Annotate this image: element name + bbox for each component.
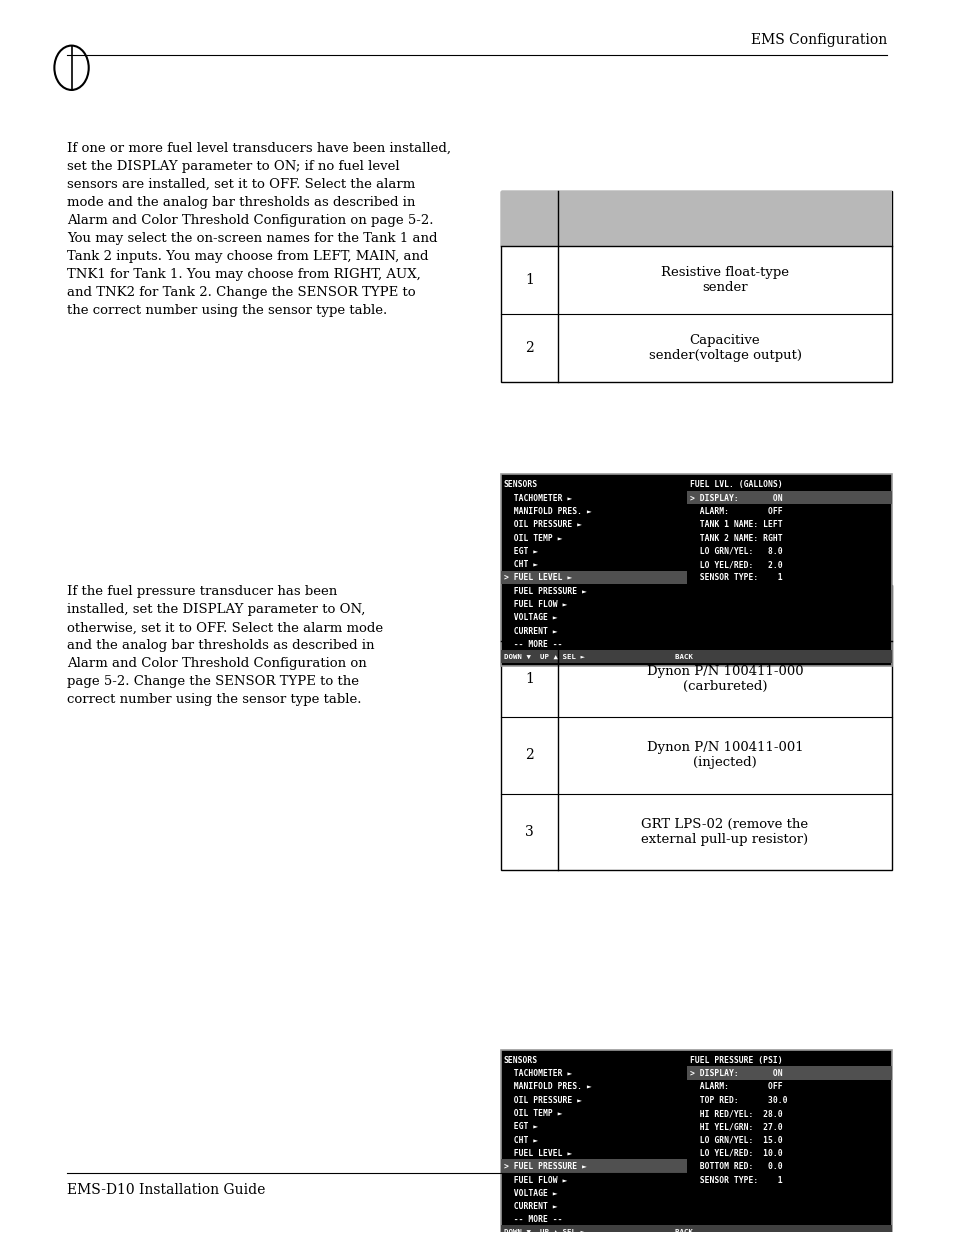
Bar	[500, 1160, 686, 1173]
Text: EGT ►: EGT ►	[503, 547, 537, 556]
Text: 2: 2	[524, 341, 534, 356]
Text: SENSORS: SENSORS	[503, 1056, 537, 1065]
Bar	[500, 191, 891, 247]
Text: CURRENT ►: CURRENT ►	[503, 626, 557, 636]
Bar	[500, 1225, 891, 1235]
Bar	[500, 650, 891, 663]
Text: OIL TEMP ►: OIL TEMP ►	[503, 1109, 561, 1118]
Text: DOWN ▼  UP ▲ SEL ►                    BACK: DOWN ▼ UP ▲ SEL ► BACK	[503, 1229, 692, 1235]
Text: TOP RED:      30.0: TOP RED: 30.0	[689, 1095, 786, 1104]
Text: OIL PRESSURE ►: OIL PRESSURE ►	[503, 520, 581, 530]
Text: GRT LPS-02 (remove the
external pull-up resistor): GRT LPS-02 (remove the external pull-up …	[640, 818, 808, 846]
Text: MANIFOLD PRES. ►: MANIFOLD PRES. ►	[503, 506, 591, 516]
Text: FUEL LVL. (GALLONS): FUEL LVL. (GALLONS)	[689, 480, 781, 489]
Text: DOWN ▼  UP ▲ SEL ►                    BACK: DOWN ▼ UP ▲ SEL ► BACK	[503, 653, 692, 659]
Text: > FUEL LEVEL ►: > FUEL LEVEL ►	[503, 573, 572, 583]
Bar	[686, 1066, 891, 1079]
Text: VOLTAGE ►: VOLTAGE ►	[503, 614, 557, 622]
Text: OIL PRESSURE ►: OIL PRESSURE ►	[503, 1095, 581, 1104]
Text: -- MORE --: -- MORE --	[503, 640, 561, 650]
Text: EMS Configuration: EMS Configuration	[750, 33, 886, 47]
Text: FUEL FLOW ►: FUEL FLOW ►	[503, 1176, 566, 1184]
Bar	[500, 474, 891, 666]
Text: TANK 1 NAME: LEFT: TANK 1 NAME: LEFT	[689, 520, 781, 530]
Text: CHT ►: CHT ►	[503, 561, 537, 569]
Text: ALARM:        OFF: ALARM: OFF	[689, 506, 781, 516]
Text: 1: 1	[524, 273, 534, 288]
Text: HI RED/YEL:  28.0: HI RED/YEL: 28.0	[689, 1109, 781, 1118]
Text: LO YEL/RED:   2.0: LO YEL/RED: 2.0	[689, 561, 781, 569]
Text: SENSOR TYPE:    1: SENSOR TYPE: 1	[689, 573, 781, 583]
Text: Capacitive
sender(voltage output): Capacitive sender(voltage output)	[648, 335, 801, 362]
Text: LO YEL/RED:  10.0: LO YEL/RED: 10.0	[689, 1149, 781, 1158]
Text: -- MORE --: -- MORE --	[503, 1215, 561, 1224]
Text: FUEL FLOW ►: FUEL FLOW ►	[503, 600, 566, 609]
Text: 3: 3	[524, 825, 534, 839]
Text: ALARM:        OFF: ALARM: OFF	[689, 1082, 781, 1092]
Text: > DISPLAY:       ON: > DISPLAY: ON	[689, 494, 781, 503]
Text: FUEL PRESSURE ►: FUEL PRESSURE ►	[503, 587, 586, 595]
Text: TACHOMETER ►: TACHOMETER ►	[503, 1070, 572, 1078]
Text: VOLTAGE ►: VOLTAGE ►	[503, 1189, 557, 1198]
Text: OIL TEMP ►: OIL TEMP ►	[503, 534, 561, 542]
Text: Dynon P/N 100411-001
(injected): Dynon P/N 100411-001 (injected)	[646, 741, 802, 769]
Text: EMS-D10 Installation Guide: EMS-D10 Installation Guide	[67, 1183, 265, 1197]
Bar	[500, 571, 686, 584]
Text: > FUEL PRESSURE ►: > FUEL PRESSURE ►	[503, 1162, 586, 1171]
Text: FUEL PRESSURE (PSI): FUEL PRESSURE (PSI)	[689, 1056, 781, 1065]
Text: If one or more fuel level transducers have been installed,
set the DISPLAY param: If one or more fuel level transducers ha…	[67, 142, 451, 316]
Text: If the fuel pressure transducer has been
installed, set the DISPLAY parameter to: If the fuel pressure transducer has been…	[67, 585, 382, 706]
Text: > DISPLAY:       ON: > DISPLAY: ON	[689, 1070, 781, 1078]
Bar	[500, 1050, 891, 1235]
Bar	[500, 585, 891, 641]
Text: CURRENT ►: CURRENT ►	[503, 1202, 557, 1212]
Text: MANIFOLD PRES. ►: MANIFOLD PRES. ►	[503, 1082, 591, 1092]
Text: HI YEL/GRN:  27.0: HI YEL/GRN: 27.0	[689, 1123, 781, 1131]
Bar	[686, 490, 891, 504]
Text: TACHOMETER ►: TACHOMETER ►	[503, 494, 572, 503]
Text: CHT ►: CHT ►	[503, 1136, 537, 1145]
Text: TANK 2 NAME: RGHT: TANK 2 NAME: RGHT	[689, 534, 781, 542]
Text: EGT ►: EGT ►	[503, 1123, 537, 1131]
Text: BOTTOM RED:   0.0: BOTTOM RED: 0.0	[689, 1162, 781, 1171]
Text: SENSOR TYPE:    1: SENSOR TYPE: 1	[689, 1176, 781, 1184]
Text: 5-13: 5-13	[855, 1183, 886, 1197]
Text: SENSORS: SENSORS	[503, 480, 537, 489]
Text: LO GRN/YEL:  15.0: LO GRN/YEL: 15.0	[689, 1136, 781, 1145]
Text: FUEL LEVEL ►: FUEL LEVEL ►	[503, 1149, 572, 1158]
Text: Dynon P/N 100411-000
(carbureted): Dynon P/N 100411-000 (carbureted)	[646, 664, 802, 693]
Text: 1: 1	[524, 672, 534, 685]
Text: LO GRN/YEL:   8.0: LO GRN/YEL: 8.0	[689, 547, 781, 556]
Text: Resistive float-type
sender: Resistive float-type sender	[660, 267, 788, 294]
Bar	[500, 191, 891, 382]
Text: 2: 2	[524, 748, 534, 762]
Bar	[500, 585, 891, 869]
